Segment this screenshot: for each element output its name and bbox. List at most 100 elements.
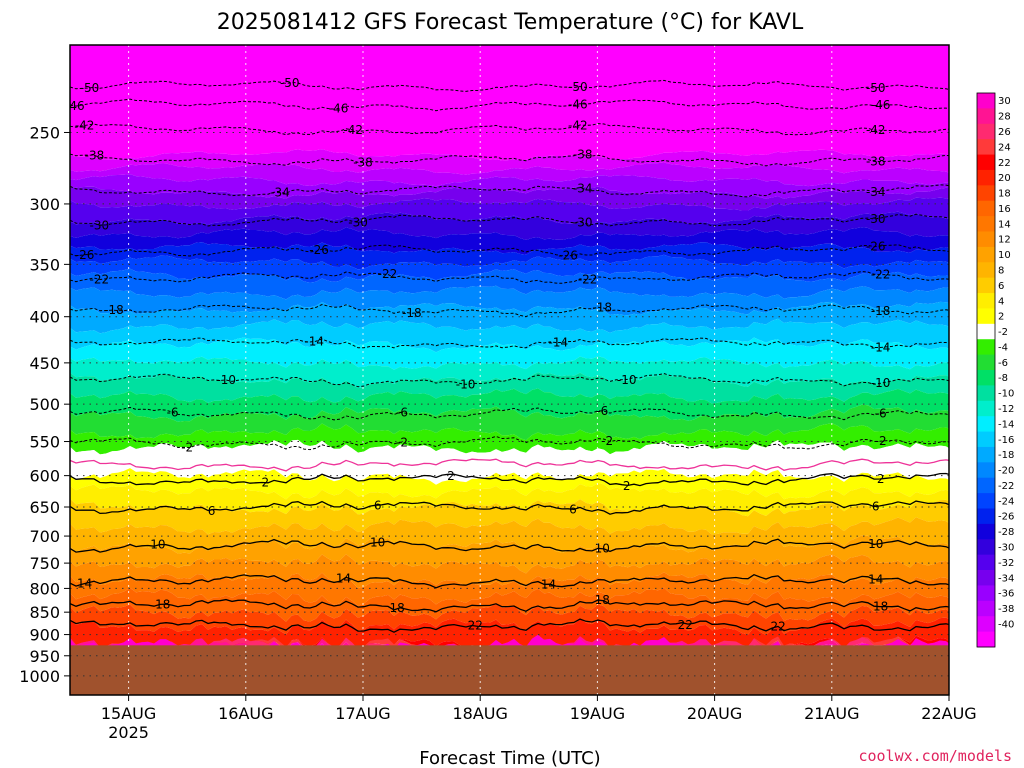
contour-line <box>70 303 949 318</box>
contour-line <box>70 435 949 451</box>
colorbar-swatch <box>977 200 995 217</box>
y-tick-label: 250 <box>29 123 60 142</box>
grid-lines <box>70 45 949 695</box>
y-tick-label: 300 <box>29 195 60 214</box>
y-tick-label: 850 <box>29 603 60 622</box>
contour-label: -10 <box>617 373 637 387</box>
contour-line <box>70 79 949 92</box>
temperature-band <box>70 149 949 175</box>
contour-label: -18 <box>871 304 891 318</box>
colorbar-swatch <box>977 570 995 586</box>
contour-label: -26 <box>75 248 95 262</box>
contour-label: -6 <box>875 407 887 421</box>
temperature-band <box>70 468 949 500</box>
y-tick-label: 800 <box>29 579 60 598</box>
plot-frame <box>69 44 950 696</box>
colorbar-label: 20 <box>998 173 1011 184</box>
contour-label: 10 <box>868 537 883 551</box>
contour-label: 2 <box>447 469 455 483</box>
contour-label: 22 <box>468 619 483 633</box>
colorbar-swatch <box>977 246 995 263</box>
colorbar-swatch <box>977 185 995 202</box>
colorbar-label: -36 <box>998 589 1014 600</box>
contour-label: -46 <box>568 97 588 111</box>
colorbar-swatch <box>977 123 995 140</box>
contour-line <box>70 244 949 257</box>
contour-label: -30 <box>573 216 593 230</box>
colorbar-label: -24 <box>998 496 1014 507</box>
temperature-band <box>70 254 949 283</box>
colorbar-swatch <box>977 231 995 248</box>
contour-label: -6 <box>596 404 608 418</box>
temperature-band <box>70 535 949 574</box>
contour-lines <box>70 79 949 633</box>
temperature-band <box>70 185 949 211</box>
contour-label: 2 <box>262 476 270 490</box>
x-tick-label: 18AUG <box>452 704 507 723</box>
contour-line <box>70 406 949 421</box>
temperature-band <box>70 356 949 389</box>
colorbar-label: 26 <box>998 127 1011 138</box>
colorbar-label: -40 <box>998 619 1014 630</box>
contour-label: 22 <box>678 618 693 632</box>
contour-label: -14 <box>871 340 891 354</box>
colorbar-label: 28 <box>998 112 1011 123</box>
colorbar-label: -14 <box>998 419 1014 430</box>
temperature-band <box>70 423 949 455</box>
x-tick-label: 22AUG <box>921 704 976 723</box>
contour-label: -50 <box>280 76 300 90</box>
contour-label: -34 <box>270 186 290 200</box>
credit-text: coolwx.com/models <box>858 747 1012 765</box>
colorbar-label: -28 <box>998 527 1014 538</box>
temperature-band <box>70 337 949 370</box>
contour-label: 10 <box>370 536 385 550</box>
colorbar-label: 24 <box>998 142 1011 153</box>
contour-label: 10 <box>150 537 165 551</box>
contour-label: -42 <box>568 119 588 133</box>
colorbar-swatch <box>977 169 995 186</box>
contour-label: -18 <box>104 303 124 317</box>
contour-label: -18 <box>592 301 612 315</box>
contour-line <box>70 184 949 198</box>
colorbar-label: -12 <box>998 404 1014 415</box>
contour-label: -50 <box>866 81 886 95</box>
y-tick-label: 650 <box>29 498 60 517</box>
temperature-band <box>70 498 949 535</box>
contour-label: 6 <box>374 498 382 512</box>
colorbar-label: -10 <box>998 389 1014 400</box>
colorbar-swatch <box>977 216 995 232</box>
colorbar-swatch <box>977 385 995 402</box>
x-tick-sublabel: 2025 <box>108 723 149 742</box>
temperature-band <box>70 285 949 316</box>
colorbar-swatch <box>977 108 995 125</box>
contour-label: -38 <box>85 148 105 162</box>
contour-label: -10 <box>871 376 891 390</box>
colorbar-label: 14 <box>998 219 1011 230</box>
temperature-band <box>70 404 949 441</box>
contour-label: -34 <box>573 182 593 196</box>
colorbar-swatch <box>977 400 995 417</box>
contour-label: 14 <box>541 577 556 591</box>
colorbar-label: -6 <box>998 358 1008 369</box>
colorbar-swatch <box>977 539 995 556</box>
colorbar-swatch <box>977 308 995 325</box>
contour-label: -42 <box>343 123 363 137</box>
contour-line <box>70 270 949 284</box>
colorbar-label: 16 <box>998 204 1011 215</box>
contour-label: -2 <box>181 441 193 455</box>
colorbar-label: -22 <box>998 481 1014 492</box>
temperature-band <box>70 372 949 404</box>
contour-label: 2 <box>877 472 885 486</box>
colorbar-swatch <box>977 354 995 371</box>
contour-line <box>70 153 949 167</box>
colorbar-label: -16 <box>998 435 1014 446</box>
temperature-band <box>70 636 949 656</box>
colorbar-label: 2 <box>998 312 1004 323</box>
colorbar-swatch <box>977 554 995 571</box>
x-tick-label: 15AUG <box>101 704 156 723</box>
colorbar-label: 10 <box>998 250 1011 261</box>
colorbar-label: -38 <box>998 604 1014 615</box>
colorbar-swatch <box>977 431 995 448</box>
